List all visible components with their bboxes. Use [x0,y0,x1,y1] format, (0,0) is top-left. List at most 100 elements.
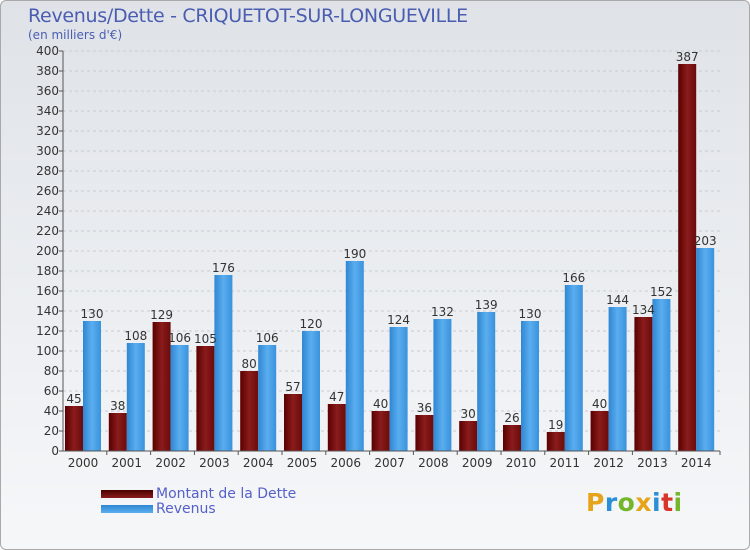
y-tick-label: 380 [36,64,59,78]
y-tick-label: 240 [36,204,59,218]
y-tick-label: 340 [36,104,59,118]
logo-letter: r [604,488,618,517]
x-tick-label: 2004 [243,456,274,470]
y-tick-label: 220 [36,224,59,238]
data-label-debt: 129 [150,308,173,322]
y-tick-label: 260 [36,184,59,198]
axis-layer: 0 20 40 60 80 100 120 140 160 180 200 220 240 260 280 3… [36,44,721,470]
y-tick-label: 160 [36,284,59,298]
y-tick-label: 180 [36,264,59,278]
y-tick-label: 300 [36,144,59,158]
y-tick-label: 320 [36,124,59,138]
bar-revenue [83,321,101,451]
data-label-revenue: 203 [694,234,717,248]
bar-revenue [608,307,627,451]
bar-revenue [126,343,145,451]
x-tick-label: 2001 [112,456,143,470]
bar-debt [634,317,653,451]
x-tick-label: 2010 [506,456,537,470]
bar-debt [108,413,127,451]
bar-debt [284,394,302,451]
chart-title: Revenus/Dette - CRIQUETOT-SUR-LONGUEVILL… [28,5,468,27]
y-tick-label: 200 [36,244,59,258]
data-label-debt: 38 [110,399,125,413]
bar-debt [152,322,171,451]
proxiti-logo: Proxiti [586,488,683,517]
bar-revenue [521,321,539,451]
bars-layer [65,64,715,451]
x-tick-label: 2013 [637,456,668,470]
y-tick-label: 40 [44,404,59,418]
bar-revenue [652,299,671,451]
data-label-debt: 30 [461,407,476,421]
legend-swatch-debt [101,490,153,498]
data-label-revenue: 106 [256,331,279,345]
data-label-revenue: 176 [212,261,235,275]
bar-revenue [170,345,189,451]
bar-revenue [345,261,364,451]
y-tick-label: 280 [36,164,59,178]
logo-letter: i [652,488,662,517]
y-tick-label: 80 [44,364,59,378]
y-tick-label: 60 [44,384,59,398]
logo-letter: x [635,488,652,517]
data-label-debt: 45 [66,392,81,406]
data-label-debt: 387 [676,50,699,64]
bar-revenue [477,312,496,451]
legend-label-revenue: Revenus [156,501,216,517]
data-label-revenue: 108 [124,329,147,343]
x-tick-label: 2011 [550,456,581,470]
logo-letter: i [673,488,683,517]
bar-debt [590,411,609,451]
x-tick-label: 2006 [331,456,362,470]
bar-revenue [696,248,715,451]
y-tick-label: 20 [44,424,59,438]
bar-debt [327,404,346,451]
bar-revenue [214,275,233,451]
bar-debt [415,415,434,451]
data-label-revenue: 152 [650,285,673,299]
x-tick-label: 2008 [418,456,449,470]
bar-revenue [433,319,452,451]
data-label-revenue: 130 [519,307,542,321]
x-tick-label: 2009 [462,456,493,470]
bar-debt [240,371,259,451]
data-label-revenue: 190 [343,247,366,261]
chart-subtitle: (en milliers d'€) [28,28,123,42]
data-label-revenue: 132 [431,305,454,319]
y-tick-label: 0 [51,444,59,458]
data-label-revenue: 120 [300,317,323,331]
bar-revenue [564,285,583,451]
legend-swatch-revenue [101,505,153,513]
legend-label-debt: Montant de la Dette [156,486,297,502]
bar-debt [546,432,565,451]
y-tick-label: 100 [36,344,59,358]
x-tick-label: 2005 [287,456,318,470]
data-label-debt: 26 [504,411,519,425]
x-tick-label: 2007 [374,456,405,470]
logo-letter: o [617,488,636,517]
y-tick-label: 140 [36,304,59,318]
x-tick-label: 2002 [155,456,186,470]
data-label-debt: 57 [285,380,300,394]
bar-revenue [389,327,408,451]
bar-revenue [258,345,277,451]
data-label-debt: 40 [373,397,388,411]
data-label-revenue: 106 [168,331,191,345]
data-label-debt: 47 [329,390,344,404]
bar-debt [371,411,390,451]
data-label-debt: 134 [632,303,655,317]
data-label-debt: 36 [417,401,432,415]
data-label-revenue: 139 [475,298,498,312]
bar-debt [503,425,521,451]
bar-debt [459,421,478,451]
logo-letter: P [586,488,605,517]
data-label-debt: 40 [592,397,607,411]
x-tick-label: 2012 [593,456,624,470]
data-label-revenue: 166 [562,271,585,285]
y-tick-label: 360 [36,84,59,98]
data-label-revenue: 144 [606,293,629,307]
x-tick-label: 2014 [681,456,712,470]
